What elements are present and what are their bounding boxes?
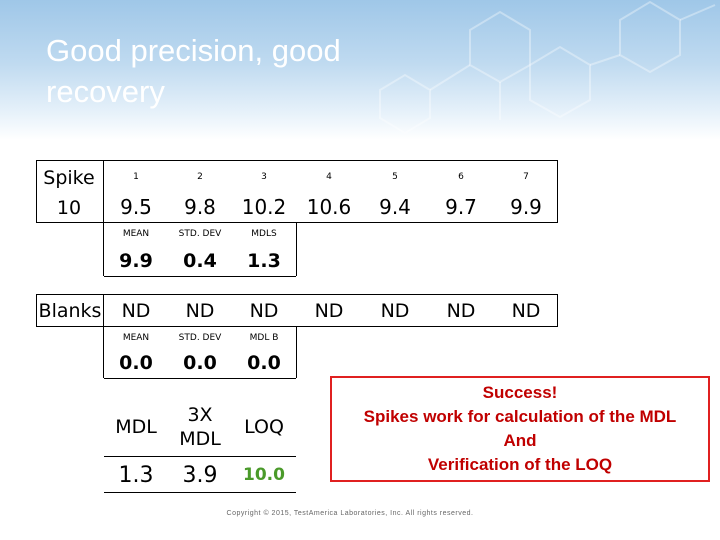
spike-table-right-line <box>557 160 558 222</box>
success-heading: Success! <box>482 383 558 402</box>
spike-stats-bottom-line <box>104 276 296 277</box>
header-band <box>0 0 720 140</box>
spike-level-label: 10 <box>56 197 82 219</box>
blanks-stats-right-line <box>296 326 297 378</box>
spike-column-header: 6 <box>458 172 464 182</box>
slide-title: Good precision, good recovery <box>46 33 341 109</box>
spike-column-header: 4 <box>326 172 332 182</box>
blank-stddev-value: 0.0 <box>183 352 217 374</box>
spike-value: 9.9 <box>510 195 542 219</box>
spike-value: 9.8 <box>184 195 216 219</box>
spike-stddev-label: STD. DEV <box>178 229 222 239</box>
blanks-table-divider <box>103 294 104 378</box>
spike-column-header: 5 <box>392 172 398 182</box>
blank-stddev-label: STD. DEV <box>178 333 222 343</box>
blank-mdlb-value: 0.0 <box>247 352 281 374</box>
success-line-mdl: Spikes work for calculation of the MDL <box>363 407 677 426</box>
blank-value: ND <box>185 300 215 322</box>
success-line-loq: Verification of the LOQ <box>427 455 613 474</box>
spike-column-header: 2 <box>197 172 203 182</box>
spike-table-left-line <box>36 160 37 222</box>
blank-mean-value: 0.0 <box>119 352 153 374</box>
blank-mdlb-label: MDL B <box>249 333 279 343</box>
blanks-table-top-line <box>36 294 558 295</box>
mdl-header: MDL <box>115 416 157 438</box>
spike-mean-value: 9.9 <box>119 250 153 272</box>
spike-table-top-line <box>36 160 558 161</box>
mdl-loq-row-line <box>104 456 296 457</box>
blanks-table-row-line <box>36 326 558 327</box>
blank-value: ND <box>121 300 151 322</box>
spike-stats-right-line <box>296 222 297 276</box>
blank-value: ND <box>249 300 279 322</box>
spike-row-label: Spike <box>43 167 95 189</box>
spike-table-divider <box>103 160 104 276</box>
spike-column-header: 3 <box>261 172 267 182</box>
molecule-background-graphic <box>379 0 716 135</box>
spike-value: 9.5 <box>120 195 152 219</box>
spike-value: 10.2 <box>241 195 287 219</box>
spike-mdls-label: MDLS <box>251 229 277 239</box>
blank-value: ND <box>380 300 410 322</box>
blanks-stats-bottom-line <box>104 378 296 379</box>
blank-value: ND <box>446 300 476 322</box>
spike-mean-label: MEAN <box>122 229 150 239</box>
three-x-mdl-header: 3X MDL <box>179 404 221 450</box>
success-callout: Success! Spikes work for calculation of … <box>330 376 710 482</box>
loq-header: LOQ <box>244 416 284 438</box>
success-line-and: And <box>503 431 537 450</box>
three-x-mdl-value: 3.9 <box>182 462 218 488</box>
spike-value: 9.4 <box>379 195 411 219</box>
spike-value: 10.6 <box>306 195 352 219</box>
spike-column-header: 7 <box>523 172 529 182</box>
spike-table-row-line <box>36 222 558 223</box>
mdl-value: 1.3 <box>118 462 154 488</box>
spike-value: 9.7 <box>445 195 477 219</box>
spike-column-header: 1 <box>133 172 139 182</box>
copyright-footer: Copyright © 2015, TestAmerica Laboratori… <box>226 510 474 517</box>
spike-mdls-value: 1.3 <box>247 250 281 272</box>
blank-value: ND <box>511 300 541 322</box>
blanks-table-right-line <box>557 294 558 326</box>
blank-mean-label: MEAN <box>122 333 150 343</box>
spike-stddev-value: 0.4 <box>183 250 217 272</box>
blanks-row-label: Blanks <box>38 300 102 322</box>
mdl-loq-bottom-line <box>104 492 296 493</box>
loq-value: 10.0 <box>243 465 285 485</box>
blanks-table-left-line <box>36 294 37 326</box>
blank-value: ND <box>314 300 344 322</box>
